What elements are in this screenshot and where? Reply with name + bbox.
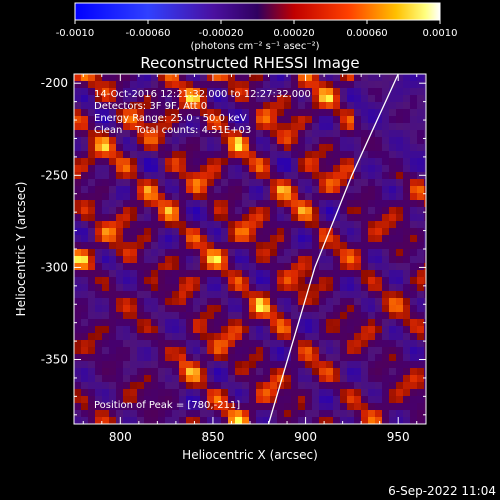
colorbar-tick-label: 0.00020 <box>273 28 314 39</box>
colorbar-ticks: -0.0010 -0.00060 -0.00020 0.00020 0.00060 0.0… <box>56 20 458 39</box>
colorbar-unit-label: (photons cm⁻² s⁻¹ asec⁻²) <box>190 41 319 52</box>
colorbar-tick-label: -0.00060 <box>126 28 171 39</box>
y-tick-label: -200 <box>41 76 68 90</box>
annotation-peak: Position of Peak = [780,-211] <box>94 400 240 411</box>
y-tick-label: -350 <box>41 353 68 367</box>
colorbar-gradient <box>74 2 441 21</box>
colorbar-tick-label: -0.00020 <box>199 28 244 39</box>
annotation-detectors: Detectors: 3F 9F, Att 0 <box>94 101 207 112</box>
colorbar-tick-label: 0.00060 <box>346 28 387 39</box>
x-tick-label: 850 <box>201 430 224 444</box>
heatmap-image <box>74 74 426 424</box>
colorbar: -0.0010 -0.00060 -0.00020 0.00020 0.00060 0.0… <box>56 2 458 52</box>
solar-limb-curve <box>267 74 399 424</box>
colorbar-tick-label: 0.0010 <box>423 28 458 39</box>
colorbar-tick-label: -0.0010 <box>56 28 95 39</box>
annotation-clean: Clean Total counts: 4.51E+03 <box>94 125 251 136</box>
y-axis-label: Heliocentric Y (arcsec) <box>14 182 28 317</box>
x-tick-label: 900 <box>294 430 317 444</box>
annotation-block: 14-Oct-2016 12:21:32.000 to 12:27:32.000… <box>94 89 311 411</box>
chart-title: Reconstructed RHESSI Image <box>140 54 359 72</box>
x-tick-label: 800 <box>109 430 132 444</box>
x-tick-label: 950 <box>387 430 410 444</box>
x-axis-label: Heliocentric X (arcsec) <box>182 448 318 462</box>
footer-date: 6-Sep-2022 11:04 <box>388 484 496 498</box>
annotation-energy: Energy Range: 25.0 - 50.0 keV <box>94 113 247 124</box>
axis-ticks: 800 850 900 950 -350 -300 -250 -200 <box>41 74 426 444</box>
y-tick-label: -250 <box>41 168 68 182</box>
annotation-time: 14-Oct-2016 12:21:32.000 to 12:27:32.000 <box>94 89 311 100</box>
y-tick-label: -300 <box>41 260 68 274</box>
